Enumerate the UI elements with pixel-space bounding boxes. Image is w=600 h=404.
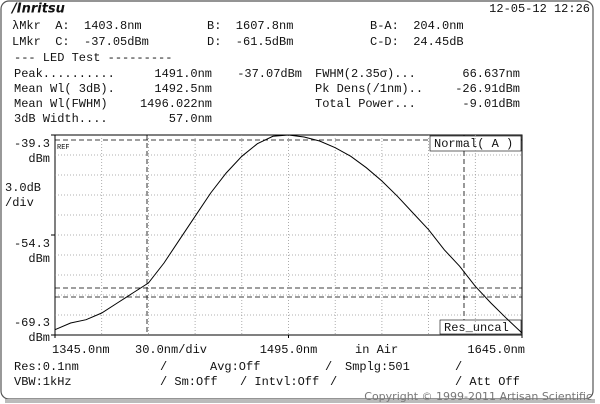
result-value: -9.01dBm: [462, 97, 520, 111]
result-label: 3dB Width....: [14, 112, 108, 126]
y-tick-label: -39.3: [14, 137, 50, 151]
y-tick-label: -69.3: [14, 316, 50, 330]
shadow: [5, 399, 595, 403]
y-unit: dBm: [28, 331, 50, 345]
led-title: --- LED Test ---------: [14, 51, 172, 65]
medium: in Air: [355, 343, 398, 357]
result-value: 1492.5nm: [154, 82, 212, 96]
marker-readout: LMkr C: -37.05dBm: [12, 35, 149, 49]
result-label: Pk Dens(/1nm)..: [315, 82, 423, 96]
x-scale-label: 30.0nm/div: [135, 343, 207, 357]
marker-readout: B-A: 204.0nm: [370, 19, 464, 33]
x-tick-label: 1645.0nm: [467, 343, 525, 357]
status-item: /: [160, 360, 167, 374]
spectrum-trace: [54, 134, 523, 334]
marker-readout: λMkr A: 1403.8nm: [12, 19, 142, 33]
status-item: VBW:1kHz: [14, 375, 72, 389]
status-item: Smplg:501: [345, 360, 410, 374]
y-tick-label: -54.3: [14, 237, 50, 251]
y-unit: dBm: [28, 252, 50, 266]
result-label: Peak..........: [14, 67, 115, 81]
status-item: /: [455, 360, 462, 374]
x-tick-label: 1345.0nm: [52, 343, 110, 357]
result-value: 1491.0nm: [154, 67, 212, 81]
status-item: / Intvl:Off: [240, 375, 319, 389]
status-item: / Sm:Off: [160, 375, 218, 389]
result-value: 66.637nm: [462, 67, 520, 81]
result-value: -37.07dBm: [237, 67, 302, 81]
result-value: 1496.022nm: [140, 97, 212, 111]
ref-label: REF: [57, 144, 70, 152]
status-item: / Att Off: [455, 375, 520, 389]
result-label: Mean Wl(FWHM): [14, 97, 108, 111]
y-scale-label: 3.0dB: [5, 181, 41, 195]
res-label: Res_uncal: [444, 321, 509, 335]
x-tick-label: 1495.0nm: [260, 343, 318, 357]
y-scale-unit: /div: [5, 196, 34, 210]
datetime: 12-05-12 12:26: [489, 2, 590, 16]
result-label: Mean Wl( 3dB).: [14, 82, 115, 96]
status-item: /: [325, 360, 332, 374]
copyright: Copyright © 1999-2011 Artisan Scientific: [364, 390, 592, 403]
res-box: [439, 319, 522, 335]
status-item: Avg:Off: [210, 360, 260, 374]
result-label: FWHM(2.35σ)...: [315, 67, 416, 81]
logo: /Inritsu: [10, 2, 65, 17]
result-value: 57.0nm: [169, 112, 212, 126]
result-value: -26.91dBm: [455, 82, 520, 96]
status-item: Res:0.1nm: [14, 360, 79, 374]
marker-readout: B: 1607.8nm: [207, 19, 293, 33]
result-label: Total Power...: [315, 97, 416, 111]
mode-label: Normal( A ): [434, 137, 513, 151]
y-unit: dBm: [28, 152, 50, 166]
marker-readout: D: -61.5dBm: [207, 35, 293, 49]
marker-readout: C-D: 24.45dB: [370, 35, 464, 49]
status-item: /: [330, 375, 337, 389]
